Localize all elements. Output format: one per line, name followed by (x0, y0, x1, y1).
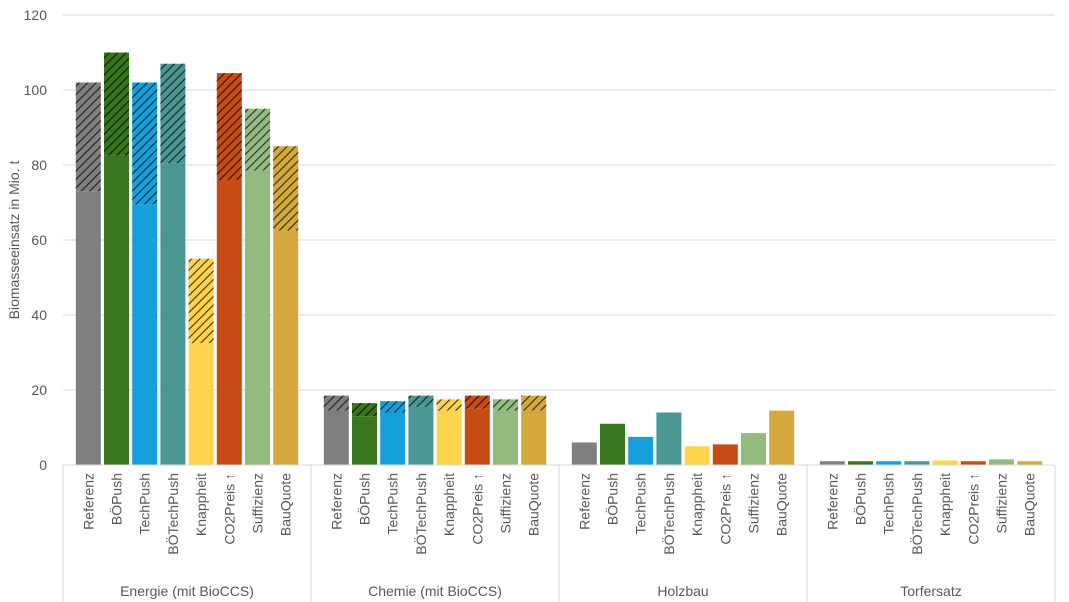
x-tick-label: TechPush (633, 473, 649, 534)
x-tick-label: Referenz (328, 473, 344, 530)
bar-base (352, 416, 377, 465)
x-tick-label: Knappheit (689, 473, 705, 536)
bar-bioccs-hatch (216, 73, 242, 180)
bar-bioccs-hatch (75, 82, 101, 192)
x-tick-label: BÖTechPush (908, 473, 925, 555)
x-tick-label: BÖTechPush (660, 473, 677, 555)
bar-base (960, 461, 986, 465)
bar-base (876, 461, 902, 465)
bar-base (904, 461, 930, 465)
x-tick-label: CO2Preis ↑ (221, 473, 237, 545)
bar-bioccs-hatch (132, 82, 158, 205)
bar-bioccs-hatch (188, 258, 214, 344)
group-label: Holzbau (657, 583, 708, 599)
x-tick-label: TechPush (385, 473, 401, 534)
y-axis-ticks: 0 20 40 60 80 100 120 (24, 7, 48, 473)
y-tick-label: 100 (24, 82, 48, 98)
x-tick-label: Referenz (824, 473, 840, 530)
bar-base (989, 459, 1014, 465)
y-axis-title: Biomasseeinsatz in Mio. t (6, 161, 22, 320)
x-tick-label: CO2Preis ↑ (717, 473, 733, 545)
bar-base (521, 410, 547, 465)
bar-bioccs-hatch (436, 399, 462, 411)
bar-base (1017, 461, 1043, 465)
x-tick-label: BauQuote (278, 473, 294, 536)
x-tick-label: BÖTechPush (164, 473, 181, 555)
bar-base (848, 461, 873, 465)
bar-base (160, 163, 186, 465)
bar-base (769, 410, 795, 465)
bar-bioccs-hatch (464, 395, 490, 409)
y-tick-label: 40 (31, 307, 47, 323)
x-tick-label: BauQuote (774, 473, 790, 536)
bar-bioccs-hatch (521, 395, 547, 411)
x-tick-label: Knappheit (937, 473, 953, 536)
x-tick-label: CO2Preis ↑ (469, 473, 485, 545)
bar-base (684, 446, 710, 465)
bar-base (932, 460, 958, 465)
bar-base (600, 423, 625, 465)
bar-bioccs-hatch (380, 401, 406, 413)
x-tick-label: Knappheit (193, 473, 209, 536)
x-tick-label: BauQuote (1022, 473, 1038, 536)
x-tick-label: Referenz (80, 473, 96, 530)
bar-bioccs-hatch (493, 399, 518, 411)
x-tick-label: BÖTechPush (412, 473, 429, 555)
x-tick-label: BauQuote (526, 473, 542, 536)
x-tick-label: Referenz (576, 473, 592, 530)
y-tick-label: 80 (31, 157, 47, 173)
bar-bioccs-hatch (245, 108, 270, 171)
bar-bioccs-hatch (408, 395, 434, 407)
bar-base (245, 170, 270, 465)
bar-base (216, 180, 242, 465)
bar-base (628, 436, 654, 465)
x-tick-label: Knappheit (441, 473, 457, 536)
bar-base (273, 230, 299, 465)
bar-base (819, 461, 845, 465)
bar-base (464, 408, 490, 465)
bars (75, 52, 1043, 465)
group-label: Chemie (mit BioCCS) (368, 583, 502, 599)
bar-base (75, 191, 101, 465)
y-tick-label: 120 (24, 7, 48, 23)
bar-bioccs-hatch (273, 146, 299, 231)
bar-base (323, 410, 349, 465)
bar-base (656, 412, 682, 465)
x-tick-label: BÖPush (852, 473, 869, 525)
bar-base (712, 444, 738, 465)
x-tick-label: TechPush (137, 473, 153, 534)
x-tick-label: BÖPush (356, 473, 373, 525)
x-tick-label: Suffizienz (498, 473, 514, 533)
x-tick-label: CO2Preis ↑ (965, 473, 981, 545)
group-label: Energie (mit BioCCS) (120, 583, 254, 599)
y-tick-label: 60 (31, 232, 47, 248)
bar-base (188, 343, 214, 465)
bar-base (436, 410, 462, 465)
bar-base (380, 412, 406, 465)
bar-base (132, 204, 158, 465)
x-tick-label: BÖPush (604, 473, 621, 525)
bar-base (104, 155, 129, 465)
bar-base (571, 442, 597, 465)
bar-base (493, 410, 518, 465)
x-tick-label: BÖPush (108, 473, 125, 525)
bar-bioccs-hatch (323, 395, 349, 411)
group-label: Torfersatz (900, 583, 961, 599)
x-tick-label: Suffizienz (250, 473, 266, 533)
x-tick-label: TechPush (881, 473, 897, 534)
x-tick-label: Suffizienz (994, 473, 1010, 533)
x-axis: Referenz BÖPush TechPush BÖTechPush Knapphei… (62, 464, 1056, 602)
bar-base (408, 406, 434, 465)
bar-bioccs-hatch (104, 52, 129, 156)
x-tick-label: Suffizienz (746, 473, 762, 533)
bar-bioccs-hatch (160, 63, 186, 164)
bar-bioccs-hatch (352, 403, 377, 417)
y-tick-label: 20 (31, 382, 47, 398)
y-tick-label: 0 (39, 457, 47, 473)
bar-base (741, 433, 766, 465)
